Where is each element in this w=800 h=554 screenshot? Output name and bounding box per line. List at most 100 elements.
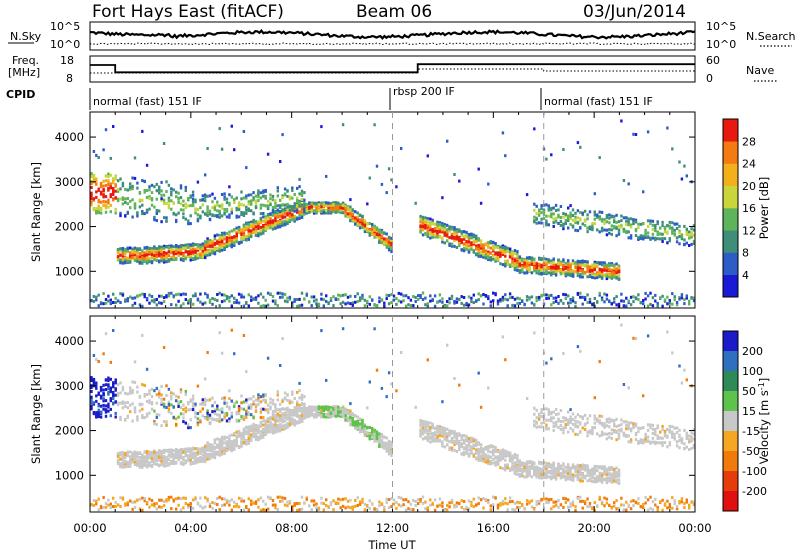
velocity-cell [225, 499, 229, 502]
power-cell [199, 247, 202, 251]
power-cell [104, 200, 108, 204]
power-cell [634, 133, 638, 136]
power-cell [617, 230, 621, 234]
power-cell [155, 212, 158, 215]
velocity-cell [90, 404, 93, 408]
velocity-cell [148, 461, 151, 465]
power-cell [610, 224, 613, 228]
power-cell [257, 193, 260, 196]
power-cell [194, 250, 197, 253]
power-cell [433, 235, 437, 239]
power-cell [327, 301, 330, 305]
velocity-cell [109, 414, 112, 418]
power-cell [516, 261, 519, 265]
power-cell [112, 190, 115, 194]
velocity-cell [116, 452, 120, 456]
power-cell [223, 192, 226, 196]
power-cell [479, 254, 483, 258]
velocity-cell [112, 496, 115, 500]
power-cell [298, 185, 301, 189]
power-cell [368, 228, 371, 232]
power-cell [554, 269, 558, 272]
power-cell [191, 256, 195, 260]
power-cell [567, 219, 570, 222]
power-cell [538, 221, 541, 225]
power-cell [351, 218, 354, 222]
velocity-cell [90, 386, 93, 389]
power-cell [126, 202, 129, 206]
power-cell [506, 249, 509, 253]
velocity-cell [102, 383, 105, 387]
power-cell [588, 269, 592, 273]
power-cell [620, 225, 623, 229]
velocity-cell [133, 500, 137, 504]
power-cell [576, 268, 580, 272]
velocity-cell [141, 414, 144, 417]
power-cell [303, 205, 306, 209]
power-cell [257, 195, 260, 199]
power-cell [610, 232, 613, 236]
power-cell [259, 203, 263, 207]
power-cell [119, 187, 122, 191]
power-cell [143, 260, 146, 263]
power-cell [538, 272, 541, 276]
power-cell [591, 224, 594, 228]
power-cell [104, 301, 108, 305]
power-cell [671, 292, 674, 296]
power-cell [535, 263, 538, 267]
velocity-cell [189, 456, 192, 459]
power-cell [625, 219, 628, 223]
power-cell [124, 259, 127, 263]
power-cell [535, 296, 538, 300]
velocity-cell [155, 393, 158, 397]
power-cell [165, 295, 168, 299]
power-cell [579, 275, 582, 279]
velocity-cell [271, 423, 275, 427]
power-cell [380, 238, 384, 242]
power-cell [167, 196, 171, 200]
power-cell [213, 251, 217, 255]
power-cell [228, 238, 231, 242]
power-cell [533, 220, 536, 224]
velocity-cell [187, 456, 190, 460]
velocity-cells [90, 323, 696, 512]
power-cell [283, 208, 287, 212]
power-cell [165, 255, 168, 259]
power-cell [605, 216, 609, 220]
power-cell [266, 221, 270, 225]
velocity-cell [99, 394, 103, 398]
velocity-cell [274, 419, 277, 423]
power-cell [293, 219, 296, 223]
power-cell [279, 295, 282, 299]
power-cell [358, 213, 362, 217]
velocity-cell [233, 447, 236, 451]
power-cell [513, 252, 517, 256]
power-cell [184, 292, 187, 296]
velocity-cell [158, 463, 161, 467]
power-cell [196, 298, 200, 302]
power-cell [477, 252, 480, 256]
power-cell [184, 255, 187, 259]
velocity-cell [269, 430, 272, 434]
power-cell [433, 294, 437, 298]
power-cell [593, 217, 596, 221]
power-cell [170, 303, 173, 307]
power-cell [189, 255, 192, 259]
power-cell [545, 157, 548, 161]
velocity-cell [148, 392, 151, 396]
power-cell [489, 246, 492, 250]
velocity-cell [250, 413, 253, 417]
power-cell [525, 295, 529, 299]
velocity-cell [250, 397, 253, 401]
power-cell [605, 233, 609, 237]
power-cell [114, 174, 117, 178]
power-cell [673, 222, 676, 226]
velocity-cell [257, 505, 260, 509]
power-cell [400, 147, 403, 150]
velocity-cell [228, 447, 231, 451]
velocity-cell [165, 459, 168, 463]
velocity-cell [254, 424, 258, 428]
velocity-cell [182, 506, 185, 510]
velocity-cell [150, 387, 154, 391]
power-cell [646, 235, 650, 239]
